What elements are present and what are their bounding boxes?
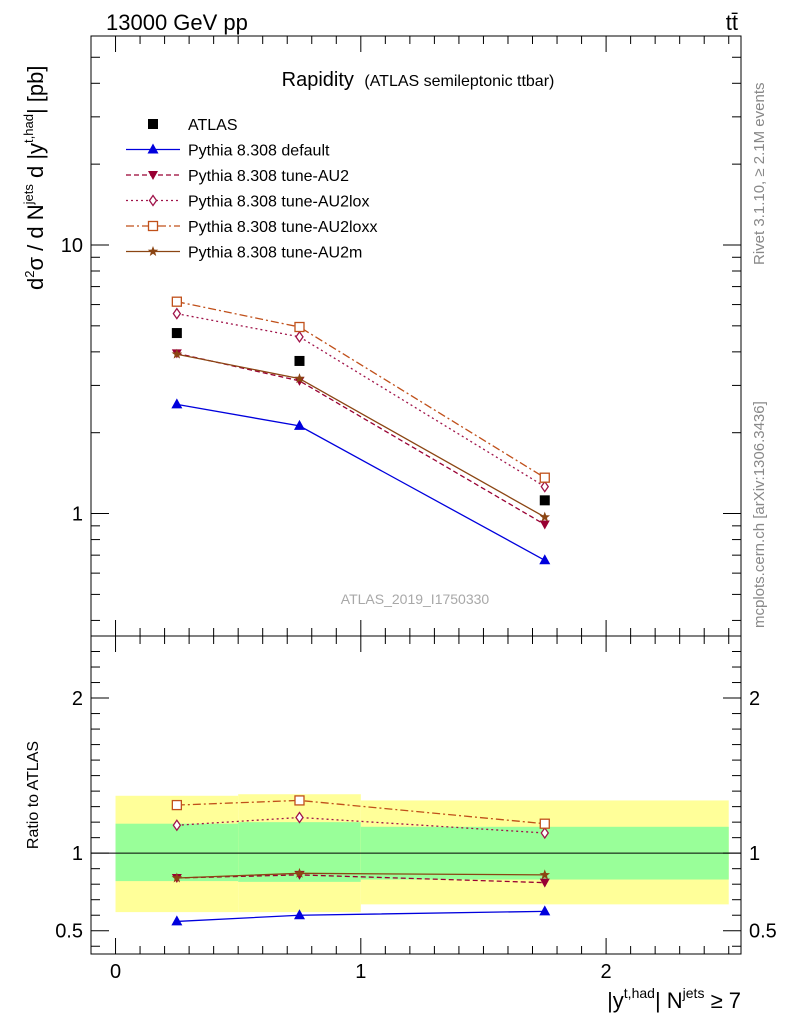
analysis-watermark: ATLAS_2019_I1750330 xyxy=(341,591,490,607)
ratio-series-default xyxy=(171,905,551,926)
ratio-point-au2lox xyxy=(540,826,550,840)
point-default xyxy=(171,398,183,409)
mcplots-label: mcplots.cern.ch [arXiv:1306.3436] xyxy=(751,401,768,628)
main-y-tick-label: 10 xyxy=(61,235,83,257)
legend-marker-au2m xyxy=(147,246,159,256)
series-line-default xyxy=(176,403,546,561)
legend-label-default: Pythia 8.308 default xyxy=(188,143,330,160)
series-au2loxx xyxy=(171,296,550,483)
legend-label-au2loxx: Pythia 8.308 tune-AU2loxx xyxy=(188,219,377,236)
legend-entry-au2lox: Pythia 8.308 tune-AU2lox xyxy=(126,194,369,211)
point-au2 xyxy=(539,520,550,530)
legend-marker-au2 xyxy=(148,171,158,180)
rivet-label: Rivet 3.1.10, ≥ 2.1M events xyxy=(751,83,768,266)
ratio-y-tick-label-right: 0.5 xyxy=(749,921,777,943)
x-tick-label: 2 xyxy=(601,961,612,983)
energy-label: 13000 GeV pp xyxy=(106,10,248,35)
point-au2lox xyxy=(540,480,550,493)
ratio-point-default xyxy=(171,915,183,926)
ratio-point-au2loxx xyxy=(171,799,182,811)
series-au2lox xyxy=(172,307,550,493)
x-axis-label: |yt,had| Njets ≥ 7 xyxy=(607,985,741,1013)
ratio-point-au2m xyxy=(294,867,305,878)
legend: ATLAS Pythia 8.308 default Pythia 8.308 tu… xyxy=(126,117,377,262)
point-au2m xyxy=(539,511,550,522)
ratio-y-axis-label: Ratio to ATLAS xyxy=(25,741,42,849)
ratio-point-au2loxx xyxy=(294,795,305,806)
series-line-au2lox xyxy=(176,313,546,488)
main-y-tick-label: 1 xyxy=(72,504,83,526)
ratio-band-inner-0 xyxy=(115,823,239,882)
point-default xyxy=(293,419,305,430)
point-au2m xyxy=(171,348,183,359)
ratio-point-au2lox xyxy=(172,819,182,832)
ratio-series-group xyxy=(171,795,551,926)
legend-label-au2lox: Pythia 8.308 tune-AU2lox xyxy=(188,194,369,211)
plot-title-main: Rapidity xyxy=(282,69,354,91)
legend-label-au2: Pythia 8.308 tune-AU2 xyxy=(188,168,349,185)
legend-marker-atlas xyxy=(148,119,158,129)
process-label: tt̄ xyxy=(726,10,738,35)
ratio-y-tick-label-right: 1 xyxy=(749,843,760,865)
legend-entry-au2: Pythia 8.308 tune-AU2 xyxy=(126,168,349,185)
point-au2lox xyxy=(172,307,182,320)
series-default xyxy=(171,398,551,565)
x-tick-label: 1 xyxy=(355,961,366,983)
point-au2loxx xyxy=(294,321,305,333)
series-au2m xyxy=(171,348,550,522)
legend-entry-default: Pythia 8.308 default xyxy=(126,143,330,160)
ratio-point-au2m xyxy=(539,869,550,880)
legend-entry-au2loxx: Pythia 8.308 tune-AU2loxx xyxy=(126,219,377,236)
series-line-au2 xyxy=(176,352,546,526)
legend-marker-default xyxy=(147,143,159,154)
ratio-series-au2loxx xyxy=(171,795,550,829)
legend-entry-atlas: ATLAS xyxy=(148,117,238,134)
point-au2 xyxy=(294,376,305,386)
ratio-point-default xyxy=(293,909,305,920)
ratio-point-au2loxx xyxy=(539,818,550,829)
point-atlas xyxy=(539,495,550,506)
point-au2m xyxy=(294,373,305,384)
plot-title-sub: (ATLAS semileptonic ttbar) xyxy=(364,73,554,90)
ratio-plot-frame xyxy=(90,635,742,955)
ratio-axis-ticks: 0.5 0.5 1 1 2 2 0 1 2 xyxy=(55,636,777,983)
point-au2loxx xyxy=(539,472,550,483)
series-atlas xyxy=(171,328,550,506)
ratio-line-default xyxy=(176,910,545,923)
point-default xyxy=(539,554,551,565)
legend-label-au2m: Pythia 8.308 tune-AU2m xyxy=(188,245,362,262)
legend-label-atlas: ATLAS xyxy=(188,117,238,134)
ratio-y-tick-label-right: 2 xyxy=(749,688,760,710)
ratio-y-tick-label-left: 2 xyxy=(72,688,83,710)
main-y-axis-label: d2σ / d Njets d |yt,had| [pb] xyxy=(21,65,48,290)
ratio-point-au2lox xyxy=(295,811,304,824)
ratio-point-default xyxy=(539,905,551,916)
ratio-point-au2 xyxy=(539,878,550,888)
point-au2lox xyxy=(295,330,304,343)
ratio-series-au2lox xyxy=(172,811,550,840)
main-series-group xyxy=(171,296,551,565)
ratio-y-tick-label-left: 1 xyxy=(72,843,83,865)
point-atlas xyxy=(171,328,182,339)
legend-entry-au2m: Pythia 8.308 tune-AU2m xyxy=(126,245,362,262)
point-atlas xyxy=(294,355,305,366)
ratio-line-au2lox xyxy=(176,816,545,834)
legend-marker-au2loxx xyxy=(147,220,159,232)
ratio-y-tick-label-left: 0.5 xyxy=(55,921,83,943)
point-au2loxx xyxy=(171,296,182,307)
legend-marker-au2lox xyxy=(148,194,158,207)
series-au2 xyxy=(171,349,550,530)
main-axis-ticks: 1 10 xyxy=(61,35,741,636)
x-tick-label: 0 xyxy=(110,961,121,983)
series-line-au2loxx xyxy=(176,301,546,479)
plot-title: Rapidity (ATLAS semileptonic ttbar) xyxy=(282,69,555,91)
ratio-series-au2m xyxy=(171,867,550,883)
ratio-point-au2m xyxy=(171,872,183,883)
